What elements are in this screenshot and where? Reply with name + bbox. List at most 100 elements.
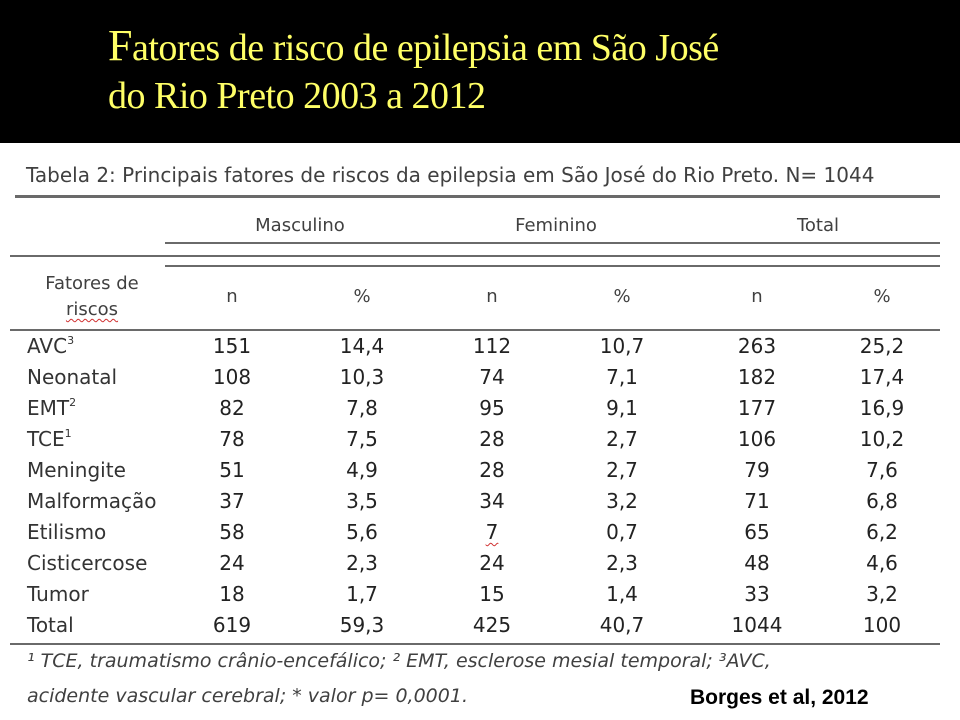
table-row: TCE1 78 7,5 28 2,7 106 10,2 bbox=[0, 424, 960, 455]
total-pct-cell: 7,6 bbox=[866, 458, 898, 482]
slide-title: Fatores de risco de epilepsia em São Jos… bbox=[108, 22, 928, 120]
total-n-cell: 177 bbox=[737, 396, 777, 420]
total-pct-cell: 16,9 bbox=[859, 396, 905, 420]
fem-n-cell: 15 bbox=[479, 582, 505, 606]
total-n-cell: 1044 bbox=[731, 613, 783, 637]
total-n-cell: 79 bbox=[744, 458, 770, 482]
factor-label: EMT bbox=[27, 396, 70, 420]
masc-pct-cell: 5,6 bbox=[346, 520, 378, 544]
factor-footnote-mark: 1 bbox=[64, 427, 72, 440]
factor-label: Cisticercose bbox=[27, 551, 148, 575]
table-footnote-line-1: ¹ TCE, traumatismo crânio-encefálico; ² … bbox=[27, 650, 771, 672]
fem-pct-cell: 3,2 bbox=[606, 489, 638, 513]
subheader-masc-pct: % bbox=[353, 286, 371, 307]
factor-header: Fatores de riscos bbox=[22, 271, 162, 323]
total-n-cell: 263 bbox=[737, 334, 777, 358]
factor-cell: Cisticercose bbox=[27, 548, 147, 579]
factor-footnote-mark: 2 bbox=[69, 396, 77, 409]
factor-label: Total bbox=[27, 613, 74, 637]
factor-label: Tumor bbox=[27, 582, 89, 606]
masc-pct-cell: 2,3 bbox=[346, 551, 378, 575]
subheader-masc-n: n bbox=[226, 286, 238, 307]
total-n-cell: 71 bbox=[744, 489, 770, 513]
total-pct-cell: 25,2 bbox=[859, 334, 905, 358]
slide-title-line-1-text: atores de risco de epilepsia em São José bbox=[131, 27, 719, 69]
factor-header-line-2: riscos bbox=[65, 299, 119, 320]
fem-pct-cell: 7,1 bbox=[606, 365, 638, 389]
masc-n-cell: 619 bbox=[212, 613, 252, 637]
table-row: AVC3 151 14,4 112 10,7 263 25,2 bbox=[0, 331, 960, 362]
masc-n-cell: 51 bbox=[219, 458, 245, 482]
factor-cell: Meningite bbox=[27, 455, 126, 486]
table-caption: Tabela 2: Principais fatores de riscos d… bbox=[26, 163, 875, 187]
fem-pct-cell: 0,7 bbox=[606, 520, 638, 544]
total-n-cell: 182 bbox=[737, 365, 777, 389]
total-n-cell: 65 bbox=[744, 520, 770, 544]
masc-pct-cell: 7,8 bbox=[346, 396, 378, 420]
rule-subheader bbox=[10, 329, 940, 331]
masc-n-cell: 78 bbox=[219, 427, 245, 451]
factor-cell: Neonatal bbox=[27, 362, 117, 393]
factor-label: Neonatal bbox=[27, 365, 118, 389]
factor-label: AVC bbox=[27, 334, 68, 358]
table-row: Neonatal 108 10,3 74 7,1 182 17,4 bbox=[0, 362, 960, 393]
rule-bottom bbox=[10, 643, 940, 645]
fem-pct-cell: 1,4 bbox=[606, 582, 638, 606]
fem-n-cell: 95 bbox=[479, 396, 505, 420]
factor-cell: Tumor bbox=[27, 579, 89, 610]
group-header-masculino: Masculino bbox=[255, 215, 345, 236]
factor-label: Etilismo bbox=[27, 520, 107, 544]
source-credit: Borges et al, 2012 bbox=[690, 686, 869, 709]
factor-cell: TCE1 bbox=[27, 424, 72, 455]
table-row: Cisticercose 24 2,3 24 2,3 48 4,6 bbox=[0, 548, 960, 579]
masc-pct-cell: 7,5 bbox=[346, 427, 378, 451]
subheader-total-pct: % bbox=[873, 286, 891, 307]
factor-cell: AVC3 bbox=[27, 331, 74, 362]
masc-n-cell: 37 bbox=[219, 489, 245, 513]
subheader-total-n: n bbox=[751, 286, 763, 307]
slide-title-line-2: do Rio Preto 2003 a 2012 bbox=[108, 75, 486, 117]
masc-pct-cell: 4,9 bbox=[346, 458, 378, 482]
fem-pct-cell: 2,3 bbox=[606, 551, 638, 575]
fem-n-cell: 28 bbox=[479, 427, 505, 451]
factor-cell: Total bbox=[27, 610, 74, 641]
factor-footnote-mark: 3 bbox=[67, 334, 75, 347]
masc-pct-cell: 59,3 bbox=[339, 613, 385, 637]
group-header-feminino: Feminino bbox=[515, 215, 597, 236]
total-n-cell: 33 bbox=[744, 582, 770, 606]
factor-cell: Malformação bbox=[27, 486, 156, 517]
fem-pct-cell: 40,7 bbox=[599, 613, 645, 637]
table-row: Tumor 18 1,7 15 1,4 33 3,2 bbox=[0, 579, 960, 610]
factor-label: Meningite bbox=[27, 458, 126, 482]
masc-pct-cell: 10,3 bbox=[339, 365, 385, 389]
masc-n-cell: 58 bbox=[219, 520, 245, 544]
total-pct-cell: 4,6 bbox=[866, 551, 898, 575]
rule-top bbox=[15, 195, 940, 198]
masc-n-cell: 18 bbox=[219, 582, 245, 606]
fem-n-cell: 112 bbox=[472, 334, 512, 358]
fem-pct-cell: 9,1 bbox=[606, 396, 638, 420]
factor-label: TCE bbox=[27, 427, 65, 451]
fem-pct-cell: 2,7 bbox=[606, 458, 638, 482]
masc-pct-cell: 3,5 bbox=[346, 489, 378, 513]
rule-header-2 bbox=[165, 265, 940, 267]
table-row: EMT2 82 7,8 95 9,1 177 16,9 bbox=[0, 393, 960, 424]
masc-n-cell: 108 bbox=[212, 365, 252, 389]
subheader-fem-n: n bbox=[486, 286, 498, 307]
masc-pct-cell: 14,4 bbox=[339, 334, 385, 358]
subheader-fem-pct: % bbox=[613, 286, 631, 307]
table-row: Meningite 51 4,9 28 2,7 79 7,6 bbox=[0, 455, 960, 486]
factor-header-line-1: Fatores de bbox=[45, 273, 139, 294]
total-pct-cell: 6,2 bbox=[866, 520, 898, 544]
masc-n-cell: 24 bbox=[219, 551, 245, 575]
masc-pct-cell: 1,7 bbox=[346, 582, 378, 606]
factor-cell: EMT2 bbox=[27, 393, 76, 424]
factor-label: Malformação bbox=[27, 489, 157, 513]
total-pct-cell: 3,2 bbox=[866, 582, 898, 606]
table-row: Etilismo 58 5,6 7 0,7 65 6,2 bbox=[0, 517, 960, 548]
masc-n-cell: 151 bbox=[212, 334, 252, 358]
total-n-cell: 48 bbox=[744, 551, 770, 575]
total-n-cell: 106 bbox=[737, 427, 777, 451]
factor-cell: Etilismo bbox=[27, 517, 106, 548]
table-row-total: Total 619 59,3 425 40,7 1044 100 bbox=[0, 610, 960, 641]
